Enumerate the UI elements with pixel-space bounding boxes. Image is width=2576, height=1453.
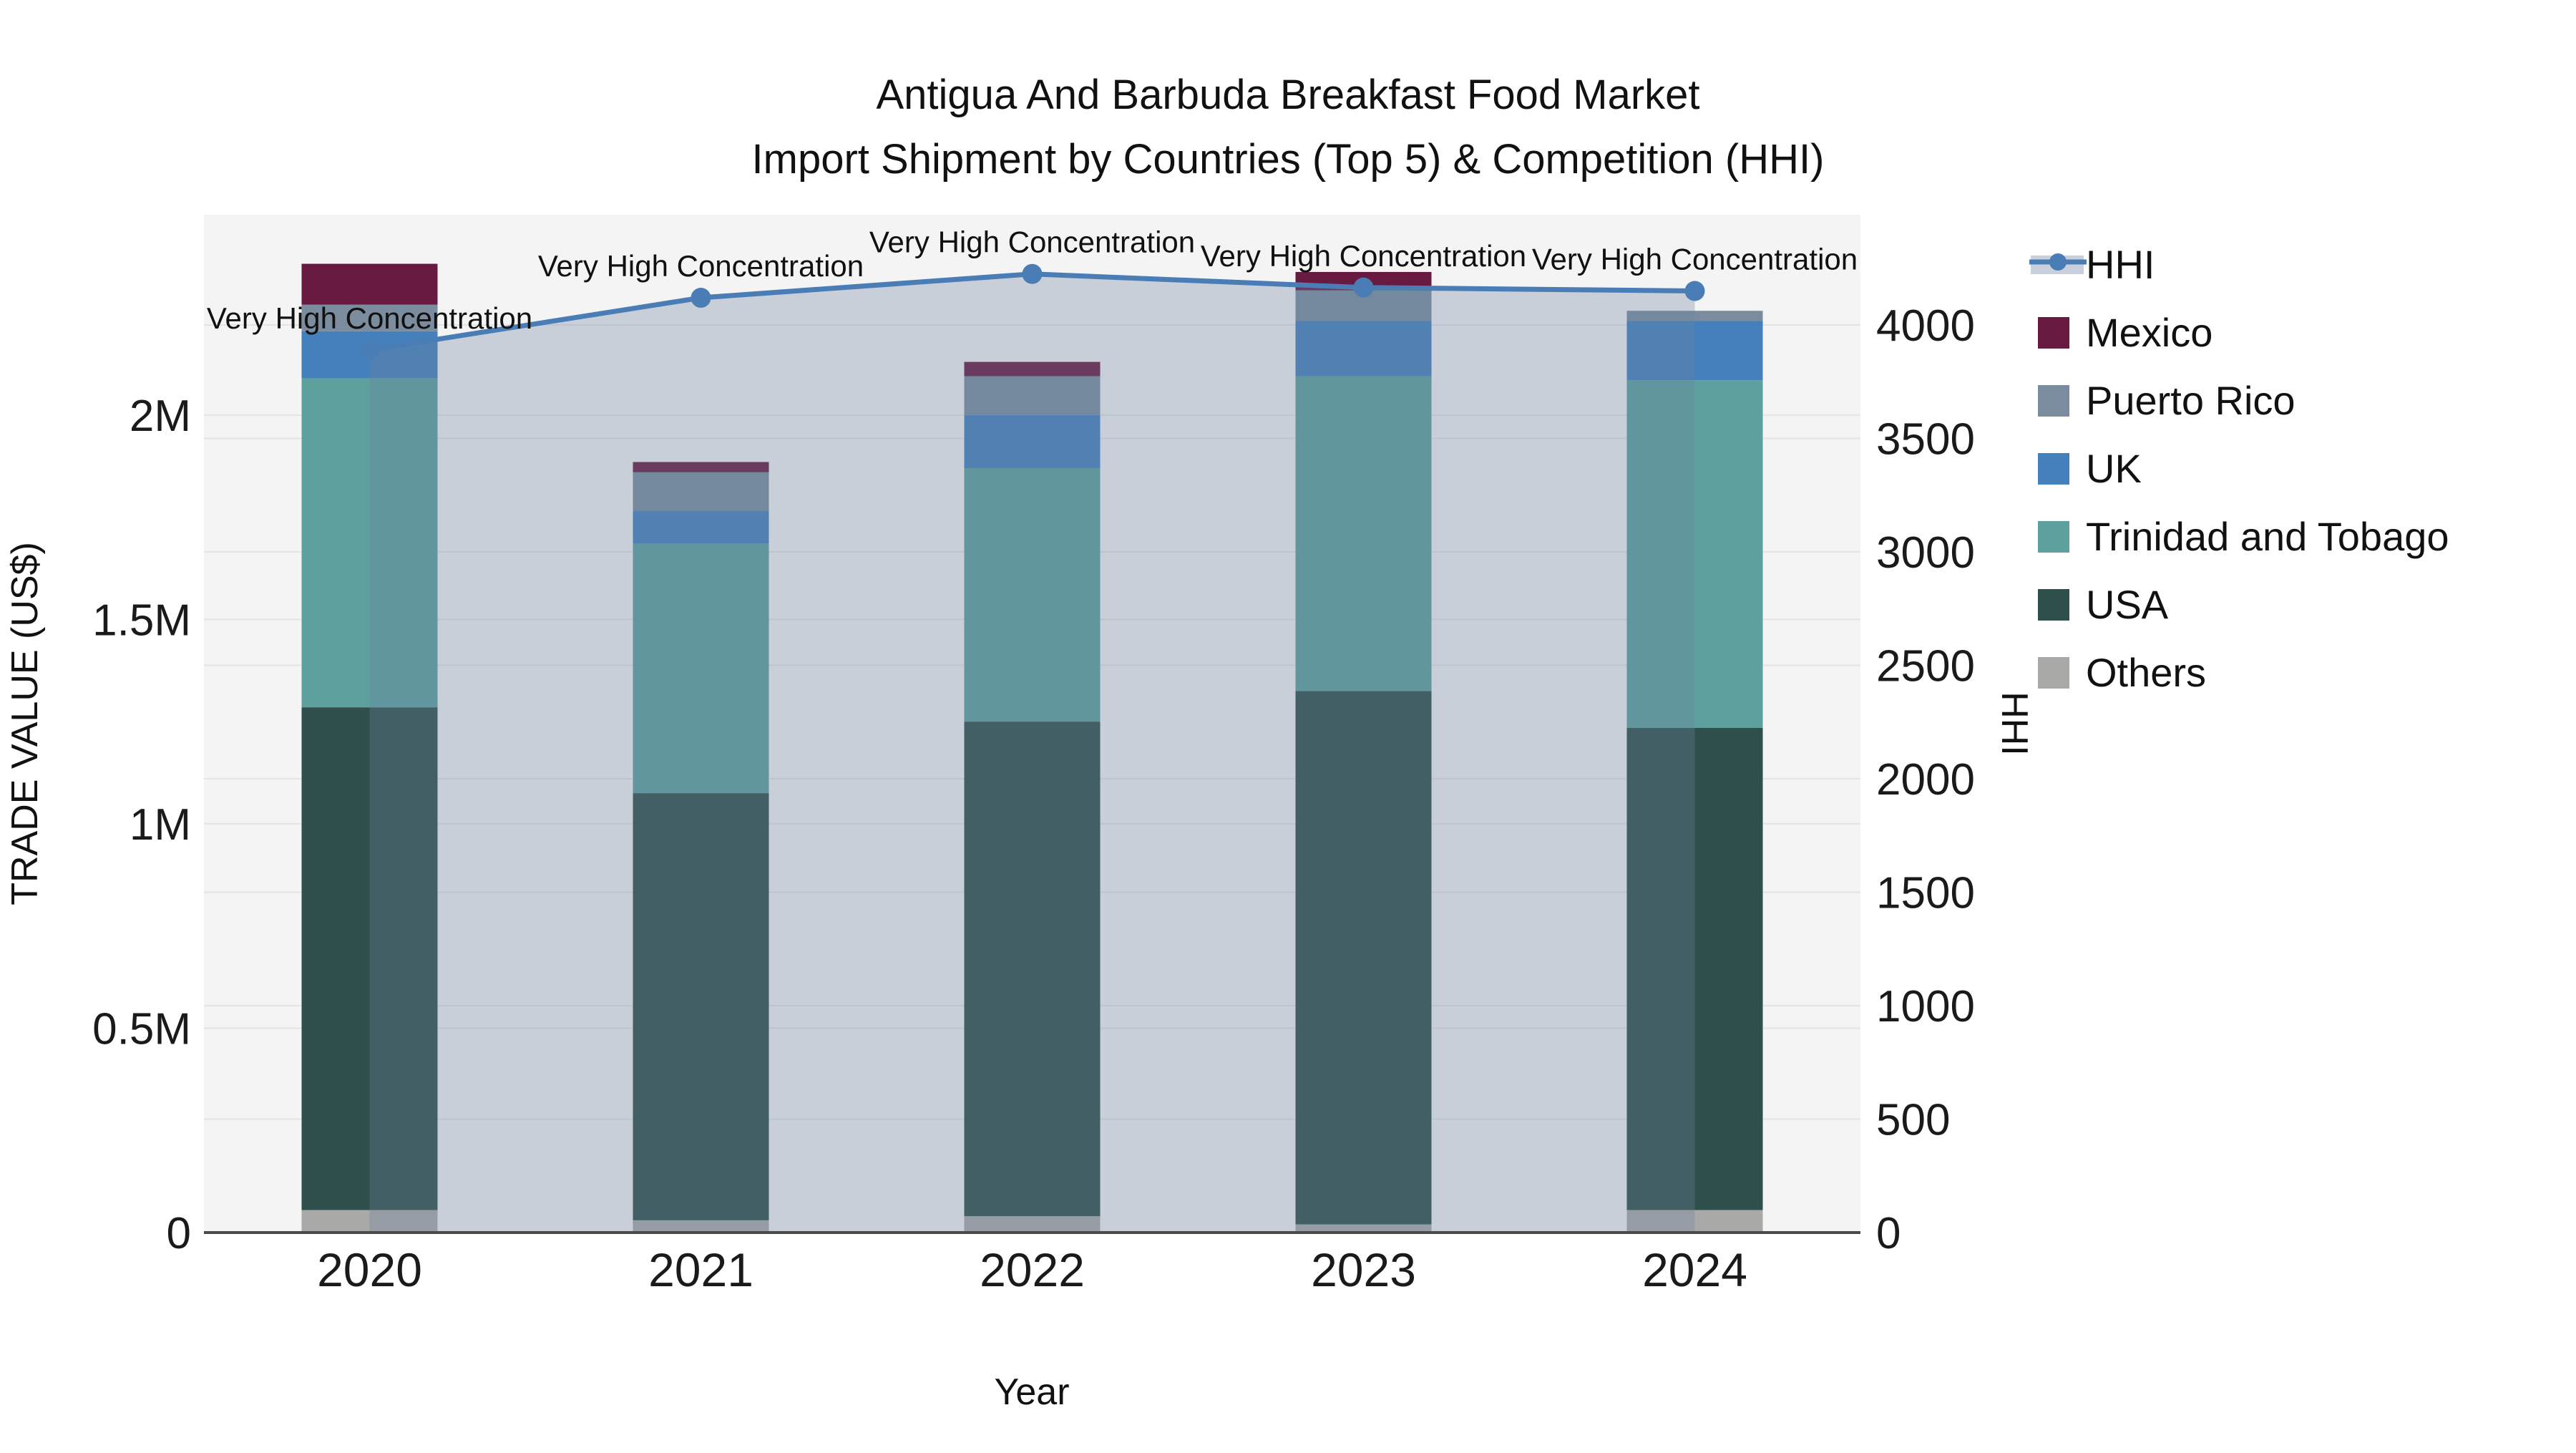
legend-label-trinidad-and-tobago: Trinidad and Tobago: [2086, 514, 2449, 559]
legend-label-mexico: Mexico: [2086, 310, 2212, 355]
ytick-left-0.5M: 0.5M: [92, 1004, 191, 1054]
legend-label-others: Others: [2086, 650, 2206, 695]
bar-segment-others-2022[interactable]: [964, 1216, 1101, 1233]
legend-swatch-uk: [2038, 453, 2069, 485]
bar-segment-usa-2022[interactable]: [964, 721, 1101, 1217]
bar-segment-usa-2023[interactable]: [1295, 691, 1432, 1225]
ytick-left-0: 0: [167, 1209, 191, 1258]
y-axis-title-left: TRADE VALUE (US$): [4, 542, 46, 905]
annotation-2020: Very High Concentration: [207, 301, 532, 335]
ytick-right-2500: 2500: [1876, 642, 1975, 691]
legend-item-others[interactable]: Others: [2038, 650, 2206, 695]
ytick-right-2000: 2000: [1876, 755, 1975, 805]
ytick-left-2M: 2M: [130, 392, 191, 441]
hhi-marker-2024[interactable]: [1684, 281, 1705, 301]
legend-item-uk[interactable]: UK: [2038, 446, 2142, 491]
bar-segment-uk-2022[interactable]: [964, 414, 1101, 469]
x-axis-title: Year: [994, 1371, 1069, 1413]
ytick-left-1.5M: 1.5M: [92, 596, 191, 645]
xtick-2020: 2020: [317, 1243, 422, 1296]
legend-swatch-usa: [2038, 589, 2069, 621]
hhi-marker-2022[interactable]: [1022, 263, 1043, 284]
bar-segment-mexico-2021[interactable]: [633, 462, 769, 472]
xtick-2023: 2023: [1311, 1243, 1416, 1296]
bar-segment-others-2023[interactable]: [1295, 1224, 1432, 1233]
bar-segment-trinidad-and-tobago-2023[interactable]: [1295, 376, 1432, 691]
ytick-right-1500: 1500: [1876, 869, 1975, 918]
ytick-right-3500: 3500: [1876, 415, 1975, 465]
legend-label-usa: USA: [2086, 582, 2169, 627]
bar-segment-others-2021[interactable]: [633, 1220, 769, 1233]
hhi-marker-2021[interactable]: [691, 288, 711, 308]
bar-segment-mexico-2020[interactable]: [301, 263, 438, 305]
xtick-2024: 2024: [1642, 1243, 1747, 1296]
legend-swatch-others: [2038, 657, 2069, 689]
annotation-2022: Very High Concentration: [869, 225, 1195, 259]
legend-item-puerto-rico[interactable]: Puerto Rico: [2038, 378, 2296, 423]
bar-segment-puerto-rico-2020[interactable]: [301, 304, 438, 331]
xtick-2022: 2022: [980, 1243, 1085, 1296]
bar-segment-puerto-rico-2021[interactable]: [633, 472, 769, 512]
legend-swatch-trinidad-and-tobago: [2038, 521, 2069, 553]
hhi-area-fill: [369, 273, 1695, 1233]
hhi-legend-marker-icon: [2049, 253, 2067, 271]
chart-title-line1: Antigua And Barbuda Breakfast Food Marke…: [876, 72, 1699, 118]
hhi-marker-2023[interactable]: [1353, 277, 1374, 298]
legend-label-puerto-rico: Puerto Rico: [2086, 378, 2296, 423]
bar-segment-trinidad-and-tobago-2024[interactable]: [1626, 380, 1763, 728]
bar-segment-puerto-rico-2022[interactable]: [964, 376, 1101, 415]
legend-swatch-mexico: [2038, 317, 2069, 349]
legend-label-uk: UK: [2086, 446, 2142, 491]
legend-item-hhi[interactable]: HHI: [2029, 242, 2155, 287]
annotation-2021: Very High Concentration: [538, 249, 864, 283]
bar-segment-usa-2020[interactable]: [301, 707, 438, 1210]
annotation-2023: Very High Concentration: [1201, 239, 1526, 273]
bar-segment-uk-2021[interactable]: [633, 511, 769, 544]
hhi-marker-2020[interactable]: [359, 339, 380, 360]
y-axis-title-right: HHI: [1994, 691, 2035, 756]
legend-item-usa[interactable]: USA: [2038, 582, 2169, 627]
bar-segment-others-2024[interactable]: [1626, 1210, 1763, 1233]
ytick-right-4000: 4000: [1876, 301, 1975, 351]
bar-segment-puerto-rico-2024[interactable]: [1626, 311, 1763, 321]
bar-segment-mexico-2022[interactable]: [964, 361, 1101, 376]
ytick-right-0: 0: [1876, 1209, 1901, 1258]
bar-segment-others-2020[interactable]: [301, 1210, 438, 1233]
bar-segment-usa-2021[interactable]: [633, 793, 769, 1220]
legend-item-trinidad-and-tobago[interactable]: Trinidad and Tobago: [2038, 514, 2449, 559]
bar-segment-trinidad-and-tobago-2020[interactable]: [301, 378, 438, 708]
legend-label-hhi: HHI: [2086, 242, 2155, 287]
bar-segment-trinidad-and-tobago-2021[interactable]: [633, 543, 769, 794]
ytick-right-500: 500: [1876, 1096, 1950, 1145]
bar-segment-uk-2023[interactable]: [1295, 321, 1432, 376]
annotation-2024: Very High Concentration: [1532, 243, 1858, 276]
xtick-2021: 2021: [648, 1243, 753, 1296]
chart-title-line2: Import Shipment by Countries (Top 5) & C…: [752, 136, 1825, 183]
bar-segment-uk-2024[interactable]: [1626, 321, 1763, 381]
ytick-right-3000: 3000: [1876, 528, 1975, 578]
legend-item-mexico[interactable]: Mexico: [2038, 310, 2212, 355]
legend-swatch-puerto-rico: [2038, 385, 2069, 417]
ytick-left-1M: 1M: [130, 800, 191, 850]
legend: HHI Mexico Puerto Rico UK Trinidad and Tobag…: [2029, 242, 2449, 695]
ytick-right-1000: 1000: [1876, 982, 1975, 1031]
bar-segment-trinidad-and-tobago-2022[interactable]: [964, 468, 1101, 722]
bar-segment-usa-2024[interactable]: [1626, 727, 1763, 1210]
